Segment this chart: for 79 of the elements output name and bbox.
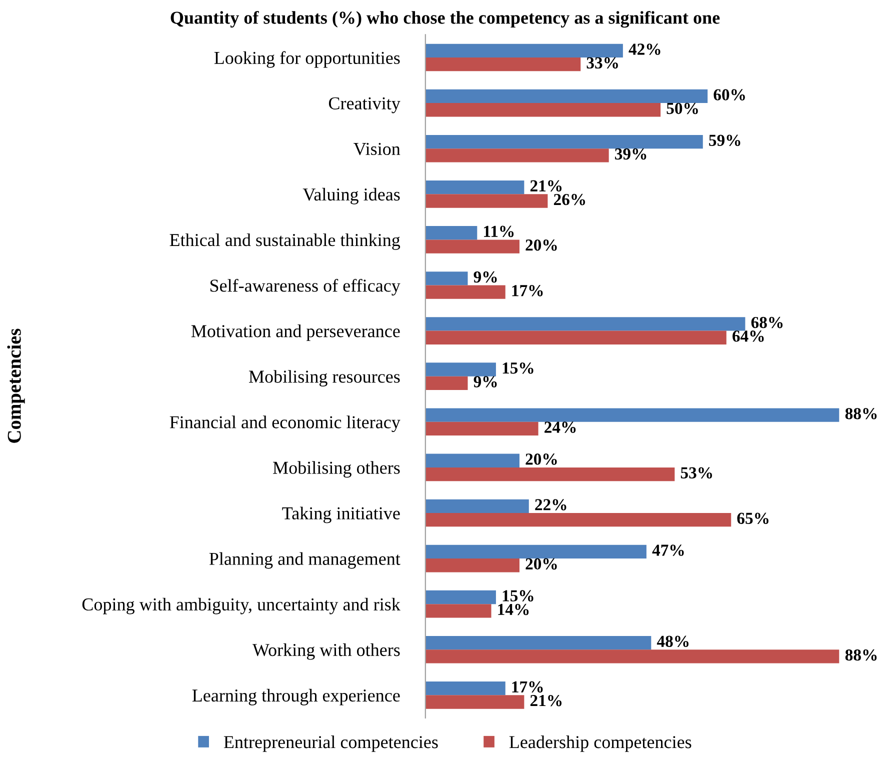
bar bbox=[425, 408, 840, 422]
y-tick-label: Creativity bbox=[328, 97, 400, 114]
bar bbox=[425, 454, 520, 468]
data-label: 88% bbox=[845, 649, 877, 661]
y-tick-label: Looking for opportunities bbox=[214, 51, 400, 68]
data-label: 33% bbox=[586, 57, 618, 69]
data-label: 20% bbox=[526, 454, 557, 465]
data-label: 17% bbox=[512, 285, 543, 296]
y-axis-title: Competencies bbox=[7, 328, 25, 443]
data-label: 20% bbox=[526, 558, 557, 570]
data-label: 9% bbox=[474, 271, 497, 283]
data-label: 11% bbox=[484, 226, 514, 238]
y-tick-label: Working with others bbox=[252, 643, 400, 660]
data-label: 68% bbox=[751, 316, 783, 328]
y-tick-label: Mobilising resources bbox=[248, 370, 400, 387]
y-tick-label: Ethical and sustainable thinking bbox=[170, 233, 400, 250]
data-label: 14% bbox=[498, 604, 529, 616]
bar bbox=[425, 240, 520, 254]
chart-title: Quantity of students (%) who chose the competency as a significant one bbox=[170, 10, 720, 28]
data-label: 42% bbox=[628, 44, 660, 55]
data-label: 47% bbox=[652, 544, 684, 556]
bar bbox=[425, 376, 468, 390]
data-label: 64% bbox=[732, 330, 764, 342]
bar bbox=[425, 695, 524, 709]
data-label: 15% bbox=[502, 362, 534, 374]
bar bbox=[425, 558, 520, 572]
bar bbox=[425, 422, 538, 436]
data-label: 48% bbox=[656, 636, 688, 648]
y-tick-label: Coping with ambiguity, uncertainty and risk bbox=[82, 598, 400, 614]
bar bbox=[425, 89, 708, 104]
data-label: 21% bbox=[530, 180, 562, 192]
legend-label: Entrepreneurial competencies bbox=[224, 736, 438, 752]
data-label: 26% bbox=[554, 194, 586, 206]
bar bbox=[425, 285, 506, 299]
data-label: 50% bbox=[666, 102, 698, 114]
bar bbox=[425, 180, 524, 194]
bar bbox=[425, 362, 496, 376]
bar bbox=[425, 590, 496, 604]
bar bbox=[425, 499, 529, 513]
y-tick-label: Motivation and perseverance bbox=[191, 324, 400, 341]
data-label: 60% bbox=[714, 89, 745, 100]
data-label: 20% bbox=[526, 239, 557, 251]
y-tick-label: Self-awareness of efficacy bbox=[210, 278, 400, 296]
bar bbox=[425, 194, 548, 208]
bar bbox=[425, 330, 726, 344]
bar bbox=[425, 148, 609, 162]
bar bbox=[425, 467, 675, 482]
bar bbox=[425, 512, 732, 527]
bar bbox=[425, 636, 652, 650]
data-label: 39% bbox=[615, 148, 646, 160]
y-tick-label: Vision bbox=[354, 142, 400, 156]
data-label: 17% bbox=[512, 681, 543, 693]
data-label: 15% bbox=[502, 590, 534, 602]
data-label: 88% bbox=[845, 408, 877, 420]
bar bbox=[425, 317, 746, 331]
data-label: 65% bbox=[737, 512, 768, 524]
y-tick-label: Learning through experience bbox=[192, 688, 400, 706]
bar bbox=[425, 544, 646, 559]
bar bbox=[425, 103, 661, 117]
data-label: 24% bbox=[544, 422, 576, 433]
bar bbox=[425, 650, 840, 664]
legend-label: Leadership competencies bbox=[509, 736, 692, 752]
y-tick-label: Mobilising others bbox=[273, 461, 400, 478]
data-label: 22% bbox=[535, 499, 566, 510]
y-tick-label: Valuing ideas bbox=[302, 188, 400, 204]
bar bbox=[425, 134, 703, 149]
data-label: 21% bbox=[530, 694, 562, 706]
data-label: 53% bbox=[680, 467, 712, 479]
bar bbox=[425, 682, 506, 696]
bar bbox=[425, 58, 581, 72]
bar bbox=[425, 272, 468, 286]
data-label: 9% bbox=[474, 376, 497, 388]
y-tick-label: Planning and management bbox=[209, 552, 400, 569]
data-label: 59% bbox=[709, 134, 740, 146]
y-tick-label: Taking initiative bbox=[282, 506, 400, 524]
bar bbox=[425, 604, 492, 618]
y-tick-label: Financial and economic literacy bbox=[170, 416, 400, 432]
bar bbox=[425, 226, 478, 240]
bar bbox=[425, 44, 623, 58]
